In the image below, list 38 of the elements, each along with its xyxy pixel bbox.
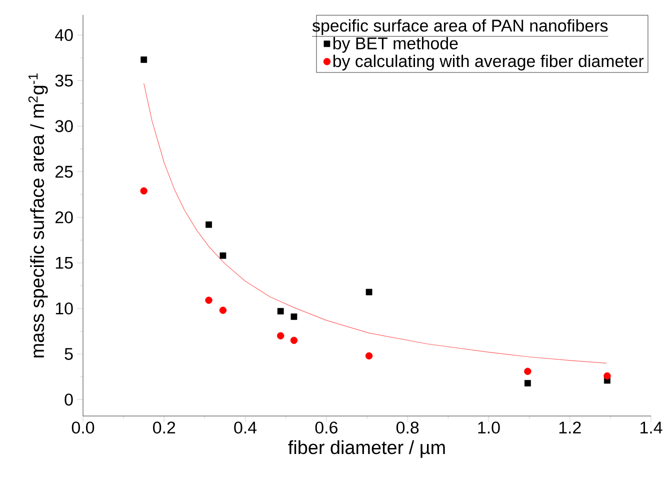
y-tick-label: 0 [64, 394, 73, 406]
y-tick-label: 10 [56, 302, 73, 314]
x-tick-label: 0.0 [72, 422, 94, 434]
point [366, 288, 372, 296]
x-tick-label: 0.4 [234, 422, 257, 434]
point [140, 187, 148, 194]
point [524, 380, 531, 386]
point [276, 332, 284, 340]
point [604, 372, 611, 380]
x-axis-title: fiber diameter / µm [288, 440, 445, 458]
point [365, 352, 373, 360]
legend-label: by calculating with average fiber diameter [333, 54, 644, 70]
y-axis-title: mass specific surface area / m$^{2}$g$^{-1}$ [28, 74, 48, 358]
y-tick-label: 40 [55, 29, 73, 42]
x-tick-label: 1.2 [559, 422, 581, 434]
line-series [144, 83, 607, 364]
y-tick-label: 25 [56, 166, 73, 178]
point [524, 368, 532, 375]
x-tick-label: 0.6 [315, 422, 338, 434]
y-tick-label: 30 [55, 120, 73, 132]
point [220, 252, 226, 259]
x-tick-label: 1.0 [478, 422, 500, 434]
y-tick-label: 20 [56, 211, 73, 224]
x-tick-label: 1.4 [640, 422, 662, 434]
y-tick-label: 5 [64, 348, 73, 360]
x-tick-label: 0.8 [396, 422, 419, 434]
point [290, 313, 298, 320]
point [205, 296, 212, 304]
point [277, 308, 284, 314]
y-tick-label: 15 [56, 256, 73, 269]
legend-label: by BET methode [333, 36, 458, 53]
point [206, 221, 212, 228]
point [290, 336, 298, 344]
point [140, 56, 148, 63]
x-tick-label: 0.2 [153, 422, 176, 434]
y-tick-label: 35 [55, 74, 73, 87]
legend-title: specific surface area of PAN nanofibers [312, 19, 608, 35]
point [219, 306, 227, 314]
